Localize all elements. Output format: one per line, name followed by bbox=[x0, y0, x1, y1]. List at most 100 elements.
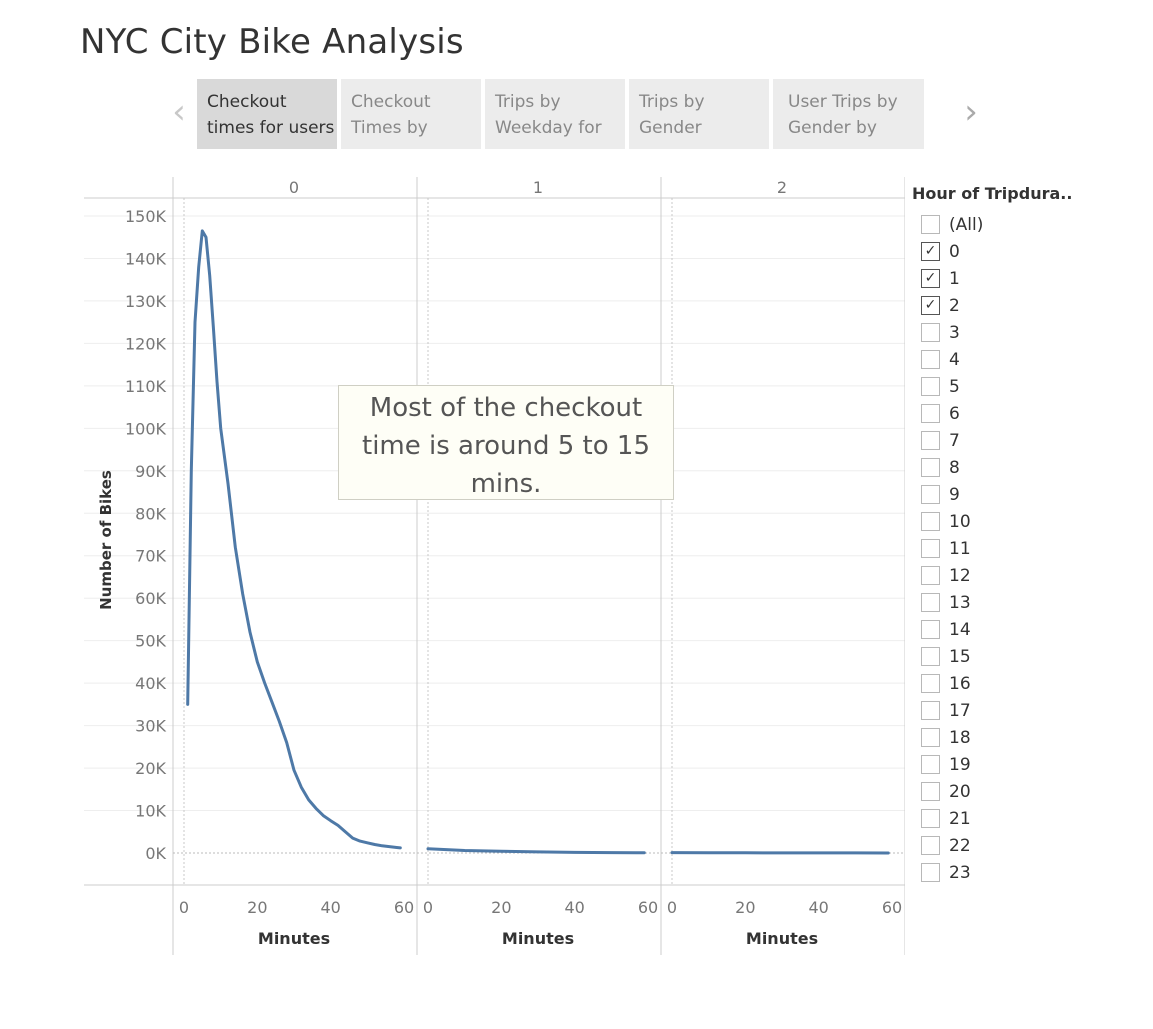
filter-item[interactable]: ✓ 2 bbox=[921, 292, 983, 319]
filter-item[interactable]: 10 bbox=[921, 508, 983, 535]
filter-checkbox[interactable]: ✓ bbox=[921, 296, 940, 315]
filter-checkbox[interactable] bbox=[921, 431, 940, 450]
filter-item-label: (All) bbox=[949, 214, 984, 235]
x-tick-label: 60 bbox=[638, 898, 658, 917]
chart-annotation: Most of the checkout time is around 5 to… bbox=[338, 385, 674, 500]
filter-checkbox[interactable] bbox=[921, 458, 940, 477]
story-tab-label: Trips by bbox=[495, 92, 561, 112]
filter-item[interactable]: 22 bbox=[921, 832, 983, 859]
filter-item-label: 12 bbox=[949, 565, 971, 586]
filter-item-label: 2 bbox=[949, 295, 960, 316]
chevron-left-icon[interactable]: ‹ bbox=[172, 92, 186, 132]
filter-title: Hour of Tripdura.. bbox=[912, 184, 1073, 203]
y-tick-label: 0K bbox=[145, 844, 166, 863]
filter-checkbox[interactable] bbox=[921, 755, 940, 774]
story-tab-label: Weekday for bbox=[495, 118, 602, 138]
filter-item[interactable]: 15 bbox=[921, 643, 983, 670]
filter-checkbox[interactable] bbox=[921, 836, 940, 855]
filter-item[interactable]: 12 bbox=[921, 562, 983, 589]
y-tick-label: 120K bbox=[125, 334, 167, 353]
filter-item[interactable]: 8 bbox=[921, 454, 983, 481]
filter-checkbox[interactable]: ✓ bbox=[921, 269, 940, 288]
story-tab-trips-by-gender[interactable]: Trips by Gender bbox=[629, 79, 769, 149]
filter-item[interactable]: 20 bbox=[921, 778, 983, 805]
x-axis-title: Minutes bbox=[502, 929, 574, 948]
story-tab-checkout-times-by[interactable]: Checkout Times by bbox=[341, 79, 481, 149]
hour-filter-list: (All) ✓ 0 ✓ 1 ✓ 2 3 4 5 6 7 8 9 10 11 12 13 14 15 16 17 18 19 20… bbox=[921, 211, 983, 886]
filter-item-label: 11 bbox=[949, 538, 971, 559]
filter-item[interactable]: 9 bbox=[921, 481, 983, 508]
y-tick-label: 80K bbox=[135, 504, 166, 523]
filter-checkbox[interactable] bbox=[921, 593, 940, 612]
filter-item-label: 7 bbox=[949, 430, 960, 451]
filter-checkbox[interactable] bbox=[921, 377, 940, 396]
x-tick-label: 40 bbox=[320, 898, 340, 917]
filter-checkbox[interactable] bbox=[921, 539, 940, 558]
filter-item[interactable]: 17 bbox=[921, 697, 983, 724]
story-tab-label: Gender by bbox=[788, 118, 877, 138]
page-title: NYC City Bike Analysis bbox=[80, 22, 464, 62]
filter-checkbox[interactable] bbox=[921, 620, 940, 639]
filter-item-label: 0 bbox=[949, 241, 960, 262]
y-tick-label: 10K bbox=[135, 802, 166, 821]
story-tab-trips-by-weekday[interactable]: Trips by Weekday for bbox=[485, 79, 625, 149]
x-tick-label: 0 bbox=[179, 898, 189, 917]
filter-item-label: 1 bbox=[949, 268, 960, 289]
story-tab-user-trips-by-gender[interactable]: User Trips by Gender by bbox=[773, 79, 924, 149]
filter-item[interactable]: 13 bbox=[921, 589, 983, 616]
filter-checkbox[interactable] bbox=[921, 728, 940, 747]
filter-item[interactable]: 23 bbox=[921, 859, 983, 886]
y-tick-label: 100K bbox=[125, 419, 167, 438]
story-tab-label: Checkout bbox=[207, 92, 287, 112]
filter-item-label: 18 bbox=[949, 727, 971, 748]
filter-item[interactable]: 16 bbox=[921, 670, 983, 697]
story-tab-label: Times by bbox=[351, 118, 428, 138]
filter-checkbox[interactable] bbox=[921, 404, 940, 423]
filter-item-label: 17 bbox=[949, 700, 971, 721]
filter-item[interactable]: 5 bbox=[921, 373, 983, 400]
chevron-right-icon[interactable]: › bbox=[964, 92, 978, 132]
filter-checkbox[interactable] bbox=[921, 485, 940, 504]
filter-checkbox[interactable] bbox=[921, 215, 940, 234]
y-axis-title: Number of Bikes bbox=[97, 470, 115, 610]
x-tick-label: 20 bbox=[491, 898, 511, 917]
x-tick-label: 40 bbox=[808, 898, 828, 917]
series-line bbox=[186, 229, 402, 850]
filter-item[interactable]: 14 bbox=[921, 616, 983, 643]
filter-checkbox[interactable] bbox=[921, 863, 940, 882]
filter-item-label: 5 bbox=[949, 376, 960, 397]
y-tick-label: 20K bbox=[135, 759, 166, 778]
series-line bbox=[426, 847, 646, 855]
x-tick-label: 0 bbox=[423, 898, 433, 917]
filter-checkbox[interactable] bbox=[921, 512, 940, 531]
filter-item[interactable]: (All) bbox=[921, 211, 983, 238]
filter-checkbox[interactable] bbox=[921, 674, 940, 693]
x-tick-label: 20 bbox=[735, 898, 755, 917]
filter-item[interactable]: 7 bbox=[921, 427, 983, 454]
filter-item[interactable]: 19 bbox=[921, 751, 983, 778]
filter-checkbox[interactable] bbox=[921, 701, 940, 720]
filter-checkbox[interactable] bbox=[921, 566, 940, 585]
story-tab-label: User Trips by bbox=[788, 92, 898, 112]
filter-checkbox[interactable] bbox=[921, 350, 940, 369]
filter-checkbox[interactable] bbox=[921, 323, 940, 342]
filter-checkbox[interactable] bbox=[921, 647, 940, 666]
filter-checkbox[interactable] bbox=[921, 809, 940, 828]
filter-item-label: 3 bbox=[949, 322, 960, 343]
filter-item[interactable]: ✓ 0 bbox=[921, 238, 983, 265]
filter-item[interactable]: 11 bbox=[921, 535, 983, 562]
filter-item[interactable]: 4 bbox=[921, 346, 983, 373]
filter-item[interactable]: 18 bbox=[921, 724, 983, 751]
filter-checkbox[interactable] bbox=[921, 782, 940, 801]
filter-checkbox[interactable]: ✓ bbox=[921, 242, 940, 261]
x-tick-label: 60 bbox=[394, 898, 414, 917]
filter-item[interactable]: ✓ 1 bbox=[921, 265, 983, 292]
filter-item[interactable]: 3 bbox=[921, 319, 983, 346]
filter-item-label: 20 bbox=[949, 781, 971, 802]
story-tab-checkout-times-for-users[interactable]: Checkout times for users bbox=[197, 79, 337, 149]
story-tab-label: Checkout bbox=[351, 92, 431, 112]
filter-item[interactable]: 21 bbox=[921, 805, 983, 832]
filter-item[interactable]: 6 bbox=[921, 400, 983, 427]
filter-item-label: 9 bbox=[949, 484, 960, 505]
filter-item-label: 16 bbox=[949, 673, 971, 694]
